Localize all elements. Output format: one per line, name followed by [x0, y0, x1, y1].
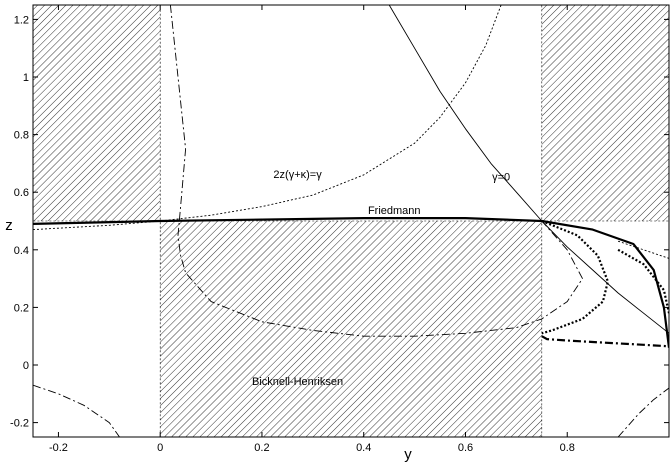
y-tick-label: 0.4 — [14, 245, 29, 257]
hatched-regions — [33, 5, 669, 437]
y-axis: -0.2 0 0.2 0.4 0.6 0.8 1 1.2 — [10, 14, 669, 430]
y-tick-label: -0.2 — [10, 418, 29, 430]
x-tick-label: 0.8 — [560, 442, 575, 454]
annotation-1: γ=0 — [492, 172, 510, 184]
x-tick-label: -0.2 — [49, 442, 68, 454]
x-tick-label: 0 — [157, 442, 163, 454]
annotation-0: 2z(γ+κ)=γ — [273, 169, 322, 181]
x-axis: -0.2 0 0.2 0.4 0.6 0.8 — [49, 5, 575, 454]
y-tick-label: 1.2 — [14, 14, 29, 26]
annotation-2: Friedmann — [368, 205, 421, 217]
y-tick-label: 0.8 — [14, 130, 29, 142]
series-line-2 — [617, 248, 669, 314]
hatched-region-0 — [33, 5, 161, 222]
hatched-region-2 — [541, 5, 669, 222]
x-axis-label: y — [404, 446, 412, 463]
x-tick-label: 0.2 — [254, 442, 269, 454]
series-line-6 — [617, 240, 669, 259]
y-tick-label: 0 — [23, 360, 29, 372]
series-line-4 — [388, 5, 669, 334]
x-tick-label: 0.6 — [458, 442, 473, 454]
series-line-8 — [33, 384, 120, 437]
y-axis-label: z — [5, 217, 13, 234]
y-tick-label: 0.6 — [14, 187, 29, 199]
series-line-7 — [169, 5, 583, 337]
y-tick-label: 0.2 — [14, 302, 29, 314]
series-line-9 — [617, 387, 669, 437]
y-tick-label: 1 — [23, 72, 29, 84]
annotation-3: Bicknell-Henriksen — [252, 376, 343, 388]
series-line-1 — [541, 219, 610, 335]
series-line-3 — [541, 335, 669, 348]
curves — [33, 5, 669, 437]
x-tick-label: 0.4 — [356, 442, 371, 454]
annotations: 2z(γ+κ)=γ γ=0 Friedmann Bicknell-Henriksen — [252, 169, 510, 388]
hatched-region-1 — [159, 220, 543, 437]
plot-frame — [32, 4, 670, 438]
series-line-5 — [33, 5, 502, 231]
